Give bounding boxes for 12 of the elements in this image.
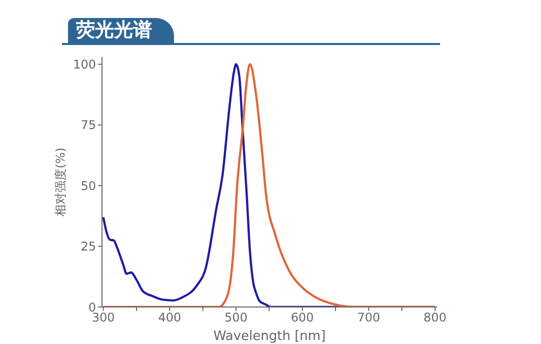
y-tick-label: 25	[80, 240, 96, 254]
y-axis-title: 相对强度(%)	[53, 148, 68, 216]
x-axis-title: Wavelength [nm]	[213, 329, 326, 344]
x-tick-label: 600	[290, 310, 314, 325]
x-tick-label: 500	[224, 310, 248, 325]
x-tick-label: 400	[158, 310, 182, 325]
x-tick-label: 700	[357, 310, 380, 325]
x-tick-label: 800	[424, 310, 446, 325]
y-tick-label: 75	[80, 118, 96, 132]
y-tick-label: 100	[73, 58, 96, 72]
chart-title: 荧光光谱	[68, 18, 174, 43]
y-tick-label: 50	[80, 178, 96, 193]
